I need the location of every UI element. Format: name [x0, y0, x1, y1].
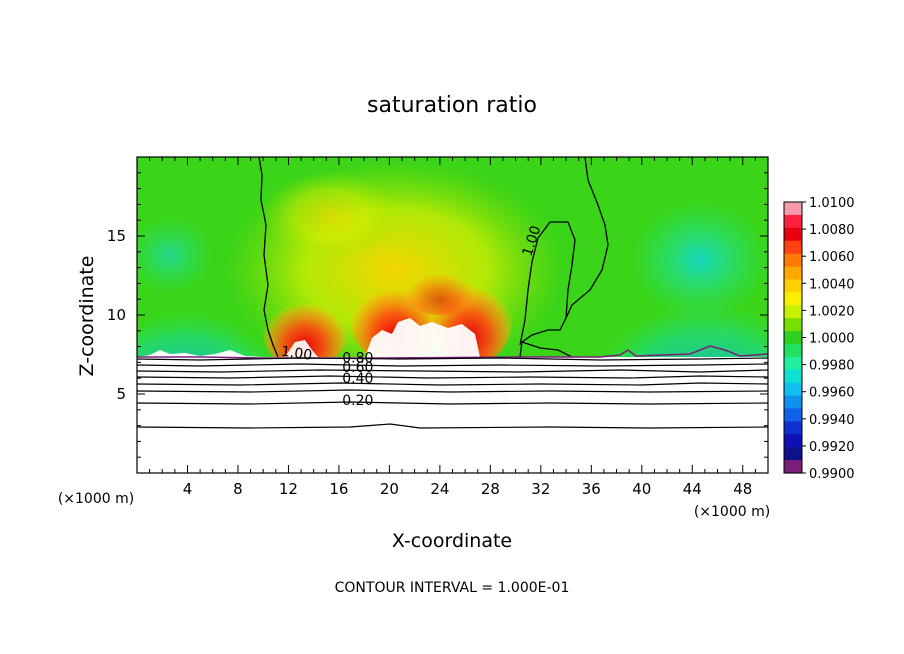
- colorbar-swatch: [784, 227, 802, 242]
- x-axis-unit-left: (×1000 m): [58, 491, 134, 507]
- white-patch: [365, 318, 480, 357]
- x-tick-label: 16: [329, 480, 348, 498]
- colorbar-swatch: [784, 253, 802, 268]
- x-axis-ticks: 4 8 12 16 20 24 28 32 36 40 44 48: [149, 157, 756, 498]
- colorbar-swatch: [784, 292, 802, 306]
- x-tick-label: 8: [233, 480, 243, 498]
- cyan-region-left: [137, 215, 215, 295]
- x-tick-label: 4: [183, 480, 193, 498]
- x-tick-label: 44: [683, 480, 702, 498]
- colorbar-swatch: [784, 460, 802, 474]
- colorbar-label: 1.0060: [809, 250, 855, 265]
- colorbar-label: 1.0040: [809, 277, 855, 292]
- colorbar-swatch: [784, 408, 802, 422]
- colorbar: [783, 201, 803, 474]
- colorbar-label: 1.0020: [809, 304, 855, 319]
- red-lobe-4: [405, 265, 475, 315]
- colorbar-swatch: [784, 331, 802, 345]
- colorbar-label: 1.0000: [809, 332, 855, 347]
- colorbar-swatch: [784, 421, 802, 435]
- contour-label: 0.60: [342, 360, 373, 376]
- colorbar-swatch: [784, 279, 802, 293]
- contour-line-4: [136, 375, 769, 379]
- yellow-region-upper: [260, 170, 400, 260]
- field-layer: [137, 157, 768, 357]
- colorbar-label: 0.9940: [809, 413, 855, 428]
- colorbar-swatch: [784, 214, 802, 229]
- x-tick-label: 40: [632, 480, 651, 498]
- contour-line-6: [136, 389, 769, 393]
- contour-label: 0.20: [342, 393, 373, 409]
- x-axis-label: X-coordinate: [392, 530, 512, 552]
- contour-line-1-ground: [136, 357, 769, 361]
- colorbar-swatch: [784, 202, 802, 216]
- contour-label: 0.80: [342, 350, 373, 366]
- colorbar-label: 0.9900: [809, 467, 855, 482]
- colorbar-swatch: [784, 395, 802, 410]
- x-axis-unit-right: (×1000 m): [694, 504, 770, 520]
- colorbar-swatch: [784, 369, 802, 384]
- colorbar-label: 0.9920: [809, 440, 855, 455]
- x-tick-label: 24: [430, 480, 449, 498]
- colorbar-swatch: [784, 305, 802, 319]
- colorbar-label: 0.9960: [809, 386, 855, 401]
- colorbar-label: 1.0080: [809, 223, 855, 238]
- x-tick-label: 28: [481, 480, 500, 498]
- y-axis-label: Z-coordinate: [76, 256, 98, 377]
- colorbar-swatch: [784, 343, 802, 358]
- colorbar-swatch: [784, 240, 802, 255]
- contour-label: 0.40: [342, 371, 373, 387]
- y-tick-label: 15: [107, 227, 126, 245]
- colorbar-label: 1.0100: [809, 196, 855, 211]
- colorbar-swatch: [784, 447, 802, 461]
- contour-line-8: [136, 423, 769, 429]
- colorbar-swatch: [784, 266, 802, 281]
- contour-label: 1.00: [280, 344, 313, 364]
- contour-line-1-right: [519, 157, 609, 357]
- cyan-region-right: [630, 200, 768, 320]
- ground-layer: [136, 345, 769, 473]
- contour-line-1-branch: [519, 221, 576, 346]
- red-lobe-1: [263, 290, 347, 357]
- ground-fill: [137, 350, 768, 473]
- x-tick-label: 32: [531, 480, 550, 498]
- contour-line-7: [136, 401, 769, 405]
- colorbar-labels: 1.0100 1.0080 1.0060 1.0040 1.0020 1.0000 0.99…: [802, 196, 855, 482]
- y-tick-label: 10: [107, 306, 126, 324]
- white-patch-left: [285, 340, 318, 357]
- chart-title: saturation ratio: [367, 93, 537, 118]
- colorbar-swatch: [784, 382, 802, 397]
- colorbar-label: 0.9980: [809, 359, 855, 374]
- contour-line-1-left: [258, 157, 279, 357]
- colorbar-swatch: [784, 356, 802, 371]
- colorbar-swatch: [784, 318, 802, 332]
- contour-labels: 1.001.000.800.600.400.20: [280, 224, 544, 409]
- contour-interval-note: CONTOUR INTERVAL = 1.000E-01: [335, 580, 570, 596]
- x-tick-label: 48: [733, 480, 752, 498]
- colorbar-swatch: [784, 434, 802, 448]
- contour-line-3: [136, 369, 769, 373]
- x-tick-label: 20: [380, 480, 399, 498]
- y-tick-label: 5: [116, 385, 126, 403]
- y-axis-ticks: 5 10 15: [107, 172, 768, 458]
- x-tick-label: 36: [582, 480, 601, 498]
- contour-line-2: [136, 363, 769, 367]
- contour-line-5: [136, 382, 769, 386]
- x-tick-label: 12: [279, 480, 298, 498]
- contour-line-1-base: [521, 341, 573, 357]
